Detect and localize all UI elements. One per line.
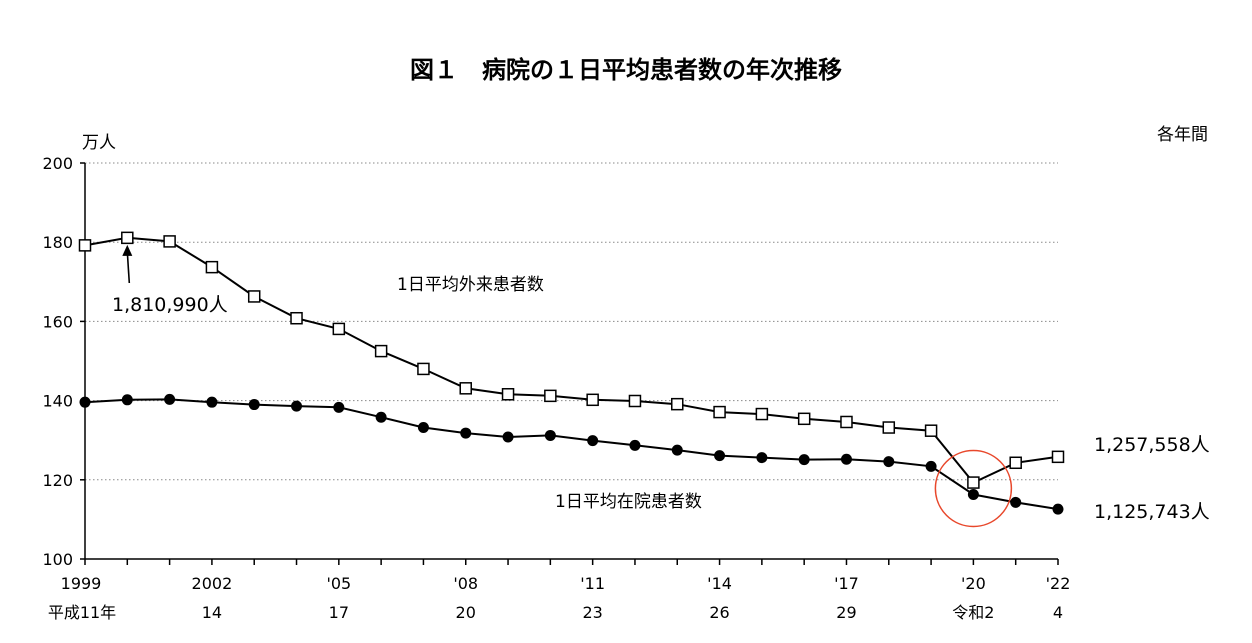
inpatient-point xyxy=(121,394,133,406)
x-tick-label-era: 17 xyxy=(329,603,349,622)
inpatient-point xyxy=(587,435,599,447)
inpatient-point xyxy=(629,439,641,451)
outpatient-point xyxy=(882,421,896,434)
highlight-circle xyxy=(934,449,1013,528)
outpatient-point xyxy=(163,235,176,248)
outpatient-series-label: 1日平均外来患者数 xyxy=(397,275,544,295)
outpatient-point xyxy=(544,389,557,403)
inpatient-end-value-label: 1,125,743人 xyxy=(1094,501,1210,523)
x-tick-label-era: 14 xyxy=(202,603,222,622)
x-tick-label-era: 令和2 xyxy=(952,603,994,622)
inpatient-point xyxy=(883,456,895,468)
outpatient-point xyxy=(78,239,92,252)
inpatient-point xyxy=(502,431,514,443)
annotations: 1日平均外来患者数 1日平均在院患者数 1,810,990人 1,257,558… xyxy=(112,244,1210,528)
y-tick-label: 100 xyxy=(42,550,73,569)
inpatient-point xyxy=(291,400,303,412)
inpatient-series-label: 1日平均在院患者数 xyxy=(555,492,702,512)
x-tick-label-era: 20 xyxy=(456,603,476,622)
x-tick-label-year: '17 xyxy=(834,574,859,593)
inpatient-point xyxy=(79,396,91,408)
x-tick-label-year: 2002 xyxy=(192,574,233,593)
x-tick-label-year: '05 xyxy=(326,574,351,593)
inpatient-point xyxy=(756,452,768,464)
outpatient-point xyxy=(924,424,938,437)
y-tick-label: 160 xyxy=(42,312,73,331)
inpatient-point xyxy=(417,422,429,434)
peak-value-label: 1,810,990人 xyxy=(112,294,228,316)
outpatient-point xyxy=(713,405,726,419)
inpatient-point xyxy=(164,393,176,405)
x-tick-label-year: '22 xyxy=(1046,574,1071,593)
x-tick-label-era: 平成11年 xyxy=(48,603,116,622)
y-tick-label: 140 xyxy=(42,392,73,411)
inpatient-point xyxy=(925,460,937,472)
outpatient-point xyxy=(121,231,134,245)
period-note: 各年間 xyxy=(1157,125,1208,145)
inpatient-point xyxy=(714,450,726,462)
inpatient-point xyxy=(798,454,810,466)
inpatient-point xyxy=(460,427,472,439)
outpatient-point xyxy=(459,382,472,395)
inpatient-point xyxy=(248,399,260,411)
outpatient-point xyxy=(797,412,811,426)
inpatient-point xyxy=(333,401,345,413)
outpatient-point xyxy=(1009,456,1022,470)
x-tick-label-era: 4 xyxy=(1053,603,1063,622)
inpatient-point xyxy=(967,488,979,500)
x-tick-label-year: 1999 xyxy=(61,574,102,593)
peak-arrow-head xyxy=(122,244,133,256)
outpatient-point xyxy=(755,407,769,421)
y-axis-unit: 万人 xyxy=(82,133,116,153)
outpatient-point xyxy=(671,397,684,411)
outpatient-point xyxy=(840,415,853,429)
grid-lines xyxy=(85,162,1058,481)
outpatient-point xyxy=(374,344,388,358)
outpatient-point xyxy=(417,362,430,376)
inpatient-point xyxy=(206,396,218,408)
x-tick-label-year: '20 xyxy=(961,574,986,593)
inpatient-point xyxy=(544,429,556,441)
x-tick-label-era: 29 xyxy=(836,603,856,622)
outpatient-point xyxy=(967,476,980,489)
y-tick-label: 120 xyxy=(42,471,73,490)
inpatient-series-line xyxy=(84,398,1059,511)
outpatient-series-line xyxy=(84,236,1059,484)
inpatient-point xyxy=(1010,496,1022,508)
inpatient-point xyxy=(840,453,852,465)
y-tick-label: 200 xyxy=(42,154,73,173)
outpatient-point xyxy=(332,322,346,336)
x-tick-label-year: '14 xyxy=(707,574,732,593)
outpatient-point xyxy=(205,260,219,274)
inpatient-point xyxy=(375,411,387,423)
inpatient-point xyxy=(671,444,683,456)
x-tick-label-era: 23 xyxy=(582,603,602,622)
outpatient-point xyxy=(247,290,261,303)
peak-arrow-shaft xyxy=(126,251,131,284)
outpatient-point xyxy=(501,388,515,401)
outpatient-point xyxy=(586,393,599,407)
x-tick-label-year: '11 xyxy=(580,574,605,593)
series xyxy=(78,231,1065,515)
x-tick-label-year: '08 xyxy=(453,574,478,593)
y-tick-label: 180 xyxy=(42,233,73,252)
outpatient-end-value-label: 1,257,558人 xyxy=(1094,434,1210,456)
x-tick-label-era: 26 xyxy=(709,603,729,622)
outpatient-point xyxy=(628,394,642,408)
outpatient-point xyxy=(1051,450,1065,464)
axes: 100 120 140 160 180 200 1999 平成11年 2002 14 '05 17 '0… xyxy=(42,154,1070,622)
inpatient-point xyxy=(1052,503,1064,515)
outpatient-point xyxy=(290,311,303,325)
chart-title: 図１ 病院の１日平均患者数の年次推移 xyxy=(410,56,842,84)
